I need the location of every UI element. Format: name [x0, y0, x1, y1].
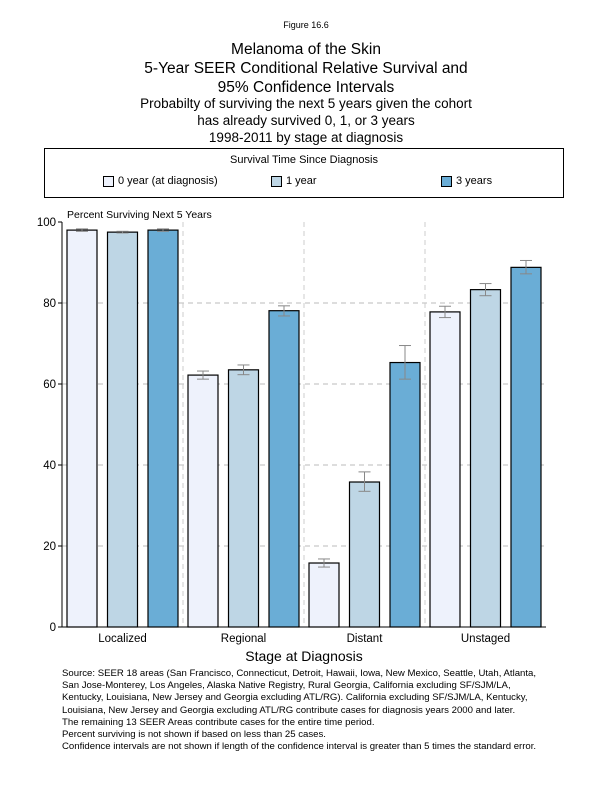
- y-tick-label: 100: [37, 217, 56, 229]
- title-line: 95% Confidence Intervals: [217, 79, 395, 96]
- x-tick-label: Distant: [347, 633, 384, 645]
- legend-item: 0 year (at diagnosis): [103, 175, 218, 187]
- title-line: 5-Year SEER Conditional Relative Surviva…: [144, 60, 468, 77]
- y-axis-label: Percent Surviving Next 5 Years: [67, 209, 212, 221]
- x-tick-label: Unstaged: [461, 633, 510, 645]
- chart-title: Melanoma of the Skin 5-Year SEER Conditi…: [0, 40, 612, 97]
- y-tick-label: 20: [43, 541, 56, 553]
- bar: [66, 229, 98, 628]
- subtitle-line: 1998-2011 by stage at diagnosis: [208, 130, 404, 145]
- legend: Survival Time Since Diagnosis 0 year (at…: [44, 148, 564, 198]
- bar: [389, 361, 421, 628]
- bar: [227, 369, 260, 628]
- legend-item: 1 year: [271, 175, 317, 187]
- legend-label: 3 years: [456, 175, 493, 187]
- x-tick-label: Localized: [98, 633, 147, 645]
- title-line: Melanoma of the Skin: [231, 41, 381, 58]
- legend-label: 0 year (at diagnosis): [118, 175, 218, 187]
- legend-swatch: [103, 175, 114, 187]
- bar: [348, 481, 381, 628]
- bar: [187, 374, 219, 628]
- y-tick-label: 0: [50, 622, 56, 634]
- legend-swatch: [271, 175, 282, 187]
- chart-subtitle: Probabilty of surviving the next 5 years…: [0, 95, 612, 146]
- bar: [268, 310, 300, 628]
- legend-item: 3 years: [441, 175, 492, 187]
- bar: [147, 229, 179, 628]
- legend-title: Survival Time Since Diagnosis: [230, 154, 378, 166]
- x-axis-label: Stage at Diagnosis: [245, 648, 363, 664]
- y-tick-label: 40: [43, 460, 56, 472]
- y-tick-label: 80: [43, 298, 56, 310]
- subtitle-line: Probabilty of surviving the next 5 years…: [140, 96, 472, 111]
- source-notes: Source: SEER 18 areas (San Francisco, Co…: [62, 668, 537, 753]
- legend-label: 1 year: [286, 175, 317, 187]
- figure-label: Figure 16.6: [283, 20, 329, 30]
- subtitle-line: has already survived 0, 1, or 3 years: [197, 113, 415, 128]
- bar-chart: 0 20 40 60 80 100 Percent Surviving Next 5 Yea…: [37, 209, 546, 664]
- bar: [308, 562, 340, 628]
- bar: [510, 266, 542, 628]
- bar: [106, 231, 139, 628]
- y-tick-label: 60: [43, 379, 56, 391]
- bar: [469, 289, 502, 628]
- x-tick-label: Regional: [221, 633, 266, 645]
- legend-swatch: [441, 175, 452, 187]
- bar: [429, 311, 461, 628]
